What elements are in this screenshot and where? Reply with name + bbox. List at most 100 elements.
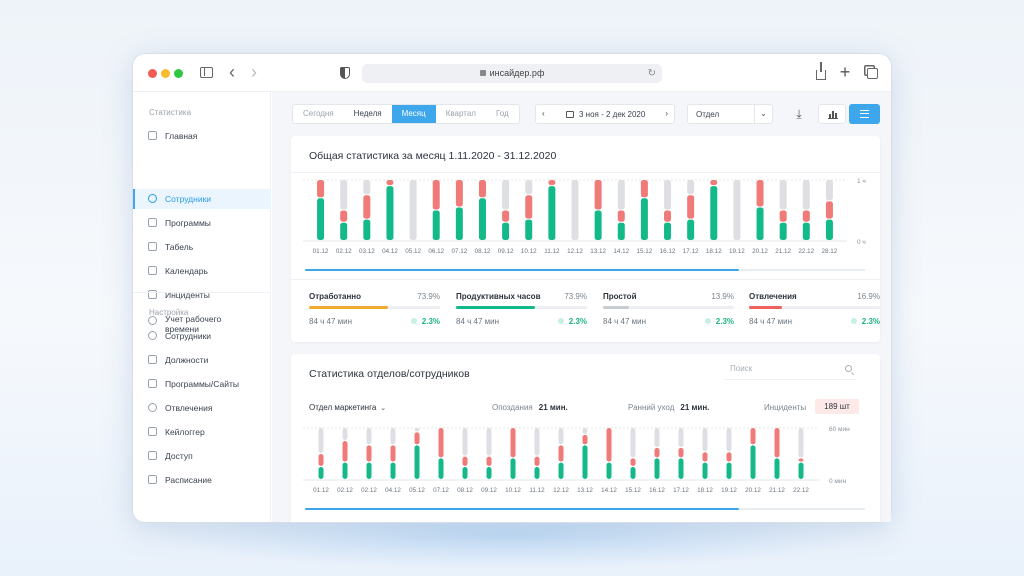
department-dropdown[interactable]: Отдел маркетинга ⌄ (309, 403, 386, 412)
bar-segment (462, 467, 468, 479)
kpi-trend-value: 2.3% (568, 317, 587, 326)
x-tick-label: 13.12 (577, 487, 593, 494)
bar-segment (664, 210, 672, 222)
bar-segment (756, 180, 764, 207)
bar-segment (386, 180, 394, 186)
list-view-button[interactable] (849, 104, 880, 124)
bar-segment (756, 207, 764, 240)
bar-segment (825, 180, 833, 201)
sidebar-item-schedule[interactable]: Расписание (133, 470, 271, 490)
back-arrow-icon[interactable]: ‹ (229, 62, 235, 82)
menu-icon (860, 110, 869, 118)
bar-segment (432, 180, 440, 210)
tab-quarter[interactable]: Квартал (445, 109, 476, 118)
kpi-progress-track (309, 306, 440, 309)
bar-segment (342, 462, 348, 479)
bar-segment (510, 428, 516, 458)
download-icon[interactable]: ⤓ (796, 107, 802, 121)
tabs-overview-icon[interactable] (862, 64, 880, 82)
bar-segment (798, 428, 804, 458)
sidebar-item-timesheet[interactable]: Табель (133, 237, 271, 257)
kpi-progress-track (603, 306, 734, 309)
x-tick-label: 07.12 (433, 487, 449, 494)
trend-up-icon (704, 318, 711, 324)
bar-segment (664, 180, 672, 210)
sidebar-item-keylogger[interactable]: Кейлоггер (133, 422, 271, 442)
tab-week[interactable]: Неделя (353, 109, 382, 118)
bar-segment (455, 207, 463, 240)
x-tick-label: 10.12 (521, 248, 537, 255)
share-icon[interactable] (812, 62, 830, 82)
incidents-badge[interactable]: 189 шт (815, 399, 859, 414)
x-tick-label: 14.12 (601, 487, 617, 494)
bar-segment (774, 428, 780, 458)
sidebar-item-time-tracking[interactable]: Учет рабочего времени (133, 311, 271, 339)
bar-segment (710, 186, 718, 240)
search-input[interactable] (730, 364, 830, 373)
tab-today[interactable]: Сегодня (303, 109, 334, 118)
y-tick-label: 0 ч (857, 239, 866, 246)
prev-period-button[interactable]: ‹ (542, 109, 545, 118)
kpi-duration: 84 ч 47 мин (456, 317, 500, 326)
bar-segment (366, 445, 372, 462)
bar-segment (317, 198, 325, 240)
forward-arrow-icon[interactable]: › (251, 62, 257, 82)
bar-segment (774, 458, 780, 479)
bar-segment (710, 180, 718, 186)
x-tick-label: 01.12 (313, 487, 329, 494)
kpi-name: Отработанно (309, 292, 362, 301)
bar-segment (342, 441, 348, 462)
shield-icon[interactable] (336, 64, 354, 82)
chart-scrollbar-thumb[interactable] (305, 269, 739, 271)
sidebar-item-incidents[interactable]: Инциденты (133, 285, 271, 305)
bar-segment (678, 428, 684, 447)
sidebar-item-employees[interactable]: Сотрудники (133, 189, 271, 209)
sidebar-item-distractions[interactable]: Отвлечения (133, 398, 271, 418)
bar-segment (702, 462, 708, 479)
sidebar-item-access[interactable]: Доступ (133, 446, 271, 466)
bar-segment (432, 210, 440, 240)
sidebar-item-positions[interactable]: Должности (133, 350, 271, 370)
bar-segment (548, 186, 556, 240)
address-bar[interactable]: инсайдер.рф ↻ (362, 64, 662, 83)
warning-icon (148, 290, 157, 299)
home-icon (148, 131, 157, 140)
reload-icon[interactable]: ↻ (647, 68, 656, 79)
department-select[interactable]: Отдел ⌄ (687, 104, 773, 124)
maximize-window-button[interactable] (174, 69, 183, 78)
sidebar-item-settings-employees[interactable]: Сотрудники (133, 326, 271, 346)
minimize-window-button[interactable] (161, 69, 170, 78)
bar-segment (525, 195, 533, 219)
bar-segment (798, 458, 804, 462)
tab-month[interactable]: Месяц (391, 105, 436, 123)
summary-title: Общая статистика за месяц 1.11.2020 - 31… (309, 150, 557, 162)
chart-scrollbar[interactable] (305, 269, 865, 271)
sidebar-item-label: Программы (165, 218, 211, 228)
bar-segment (654, 428, 660, 447)
sidebar-item-programs-sites[interactable]: Программы/Сайты (133, 374, 271, 394)
chart-scrollbar-thumb[interactable] (305, 508, 739, 510)
x-tick-label: 19.12 (721, 487, 737, 494)
bar-segment (779, 222, 787, 240)
chart-view-button[interactable] (818, 104, 846, 124)
date-range-text[interactable]: 3 ноя - 2 дек 2020 (579, 110, 646, 119)
chart-scrollbar[interactable] (305, 508, 865, 510)
next-period-button[interactable]: › (665, 109, 668, 118)
x-tick-label: 20.12 (752, 248, 768, 255)
bar-segment (438, 458, 444, 479)
x-tick-label: 18.12 (706, 248, 722, 255)
bar-segment (342, 428, 348, 440)
card-divider (291, 172, 880, 173)
tab-year[interactable]: Год (495, 109, 509, 118)
close-window-button[interactable] (148, 69, 157, 78)
sidebar-item-programs[interactable]: Программы (133, 213, 271, 233)
x-tick-label: 15.12 (637, 248, 653, 255)
sidebar-toggle-icon[interactable] (197, 64, 215, 82)
x-tick-label: 12.12 (567, 248, 583, 255)
sidebar-item-calendar[interactable]: Календарь (133, 261, 271, 281)
sidebar-item-home[interactable]: Главная (133, 126, 271, 146)
new-tab-icon[interactable]: + (839, 62, 851, 82)
bar-segment (525, 180, 533, 195)
sidebar-item-label: Должности (165, 355, 209, 365)
search-icon[interactable] (845, 365, 852, 372)
